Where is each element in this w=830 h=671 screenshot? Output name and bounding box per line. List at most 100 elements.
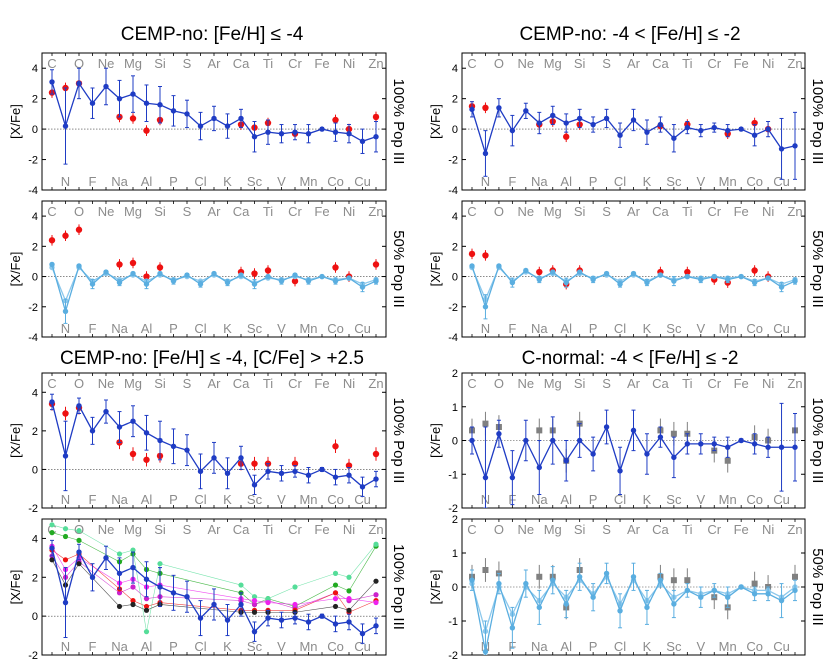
element-label-Co: Co [746, 492, 763, 507]
model-point [738, 584, 744, 590]
model-point [319, 126, 325, 132]
model-point [292, 272, 298, 278]
star-point [346, 574, 352, 580]
star-point [373, 541, 379, 547]
model-point [617, 132, 623, 138]
chart-panel-third-left: -2 0 2 4C N O F Ne Na Mg Al Si P S Cl Ar K Ca Sc Ti V Cr Mn Fe C… [8, 372, 407, 515]
model-point [684, 441, 691, 447]
element-label-Cr: Cr [707, 204, 721, 219]
model-point [563, 279, 569, 286]
element-label-Cr: Cr [707, 522, 721, 537]
element-label-F: F [89, 174, 97, 189]
element-label-C: C [47, 522, 56, 537]
element-label-Mn: Mn [719, 174, 737, 189]
star-point [130, 601, 136, 608]
obs-point [684, 268, 691, 276]
model-point [346, 472, 352, 478]
model-point [130, 91, 136, 97]
model-point [143, 430, 150, 436]
star-point [251, 609, 258, 615]
element-label-S: S [602, 204, 611, 219]
element-label-Cr: Cr [288, 56, 302, 71]
model-point [116, 95, 123, 102]
model-point [576, 115, 583, 122]
model-point [644, 279, 650, 286]
element-label-Fe: Fe [734, 56, 749, 71]
element-label-N: N [61, 174, 70, 189]
element-label-Cr: Cr [288, 204, 302, 219]
element-label-S: S [183, 204, 192, 219]
model-point [251, 281, 258, 287]
element-label-V: V [696, 321, 705, 336]
star-point [49, 530, 55, 536]
model-point [143, 576, 150, 582]
model-point [278, 470, 285, 476]
y-tick-label: 2 [32, 241, 38, 253]
obs-point [536, 268, 543, 276]
element-label-Ca: Ca [652, 376, 669, 391]
element-label-Ar: Ar [208, 522, 222, 537]
plot-frame [41, 372, 387, 509]
element-label-Ca: Ca [652, 56, 669, 71]
model-point [332, 278, 339, 284]
obs-point [332, 264, 339, 271]
model-point [725, 444, 731, 450]
model-point [725, 594, 731, 600]
element-label-Ni: Ni [343, 522, 355, 537]
element-label-C: C [47, 204, 56, 219]
chart-panel-second-right: -4 -2 0 2 4 C N O F Ne Na Mg Al Si P S Cl Ar K Ca Sc Ti V Cr Mn F… [428, 200, 826, 344]
model-point [617, 281, 623, 287]
element-label-Al: Al [560, 174, 572, 189]
element-label-Ne: Ne [98, 204, 115, 219]
element-label-C: C [467, 56, 476, 71]
element-label-P: P [169, 321, 178, 336]
obs-point [536, 427, 543, 434]
element-label-Si: Si [154, 204, 166, 219]
y-tick-label: -1 [448, 616, 458, 628]
star-point [143, 596, 150, 602]
model-point [211, 455, 217, 461]
element-label-K: K [223, 321, 232, 336]
element-label-Ti: Ti [682, 204, 692, 219]
element-label-Al: Al [560, 321, 572, 336]
element-label-F: F [89, 639, 97, 654]
model-point [184, 111, 190, 117]
model-point [251, 134, 258, 140]
model-point [143, 100, 150, 106]
element-label-Ti: Ti [682, 522, 692, 537]
model-point [496, 580, 502, 587]
model-point [482, 474, 489, 481]
element-label-P: P [589, 492, 598, 507]
element-label-Na: Na [111, 321, 128, 336]
y-tick-label: 0 [32, 272, 38, 284]
element-label-Ne: Ne [518, 522, 535, 537]
obs-point [792, 573, 798, 580]
star-point [373, 592, 379, 598]
model-point [603, 424, 610, 430]
element-label-Sc: Sc [666, 639, 682, 654]
star-point [130, 598, 136, 604]
model-point [170, 443, 177, 449]
element-label-Ne: Ne [98, 56, 115, 71]
model-point [469, 263, 475, 269]
element-label-Al: Al [141, 492, 153, 507]
side-label: 50% Pop III [809, 230, 826, 308]
element-label-Na: Na [531, 639, 548, 654]
element-label-Cl: Cl [614, 174, 626, 189]
model-point [792, 278, 798, 284]
element-label-O: O [74, 56, 84, 71]
model-point [130, 564, 136, 571]
model-point [603, 270, 610, 277]
star-point [143, 629, 150, 635]
model-point [698, 127, 704, 134]
model-point [751, 591, 758, 597]
model-point [617, 608, 623, 614]
star-point [116, 590, 123, 596]
model-point [509, 279, 516, 286]
element-label-Fe: Fe [314, 522, 329, 537]
element-label-S: S [183, 522, 192, 537]
element-label-O: O [494, 522, 504, 537]
element-label-N: N [61, 639, 70, 654]
model-point [630, 270, 637, 277]
model-point [657, 577, 664, 583]
